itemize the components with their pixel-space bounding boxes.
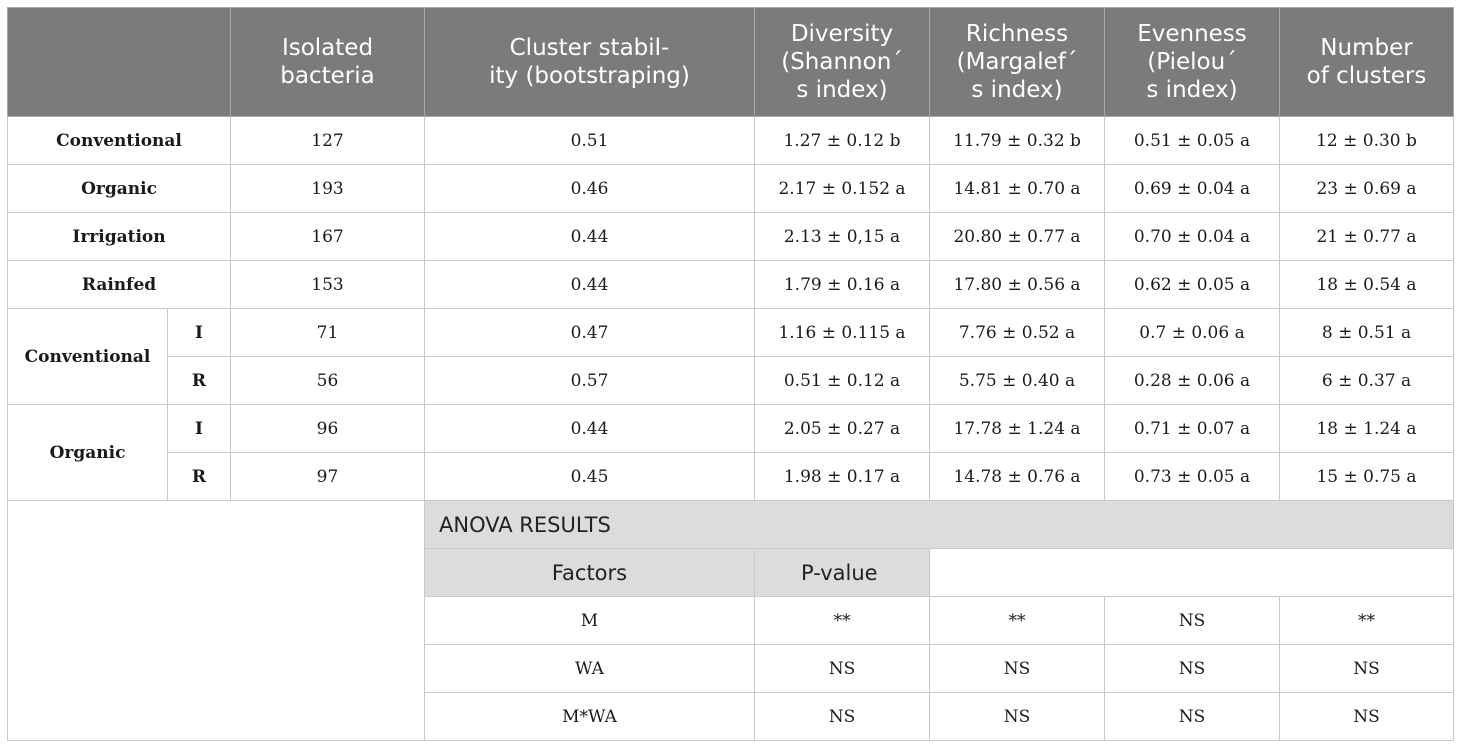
cell-stability: 0.44 — [424, 404, 755, 453]
cell-diversity: 1.79 ± 0.16 a — [754, 260, 930, 309]
anova-factor: M — [424, 596, 755, 645]
cell-diversity: 2.17 ± 0.152 a — [754, 164, 930, 213]
cell-isolated: 167 — [230, 212, 425, 261]
header-isolated-bacteria: Isolated bacteria — [230, 7, 425, 117]
anova-header-blank — [929, 548, 1454, 597]
cell-richness: 20.80 ± 0.77 a — [929, 212, 1105, 261]
table-row: Conventional 127 0.51 1.27 ± 0.12 b 11.7… — [7, 116, 1454, 165]
cell-diversity: 2.13 ± 0,15 a — [754, 212, 930, 261]
sub-label: R — [167, 452, 231, 501]
group-label: Organic — [7, 404, 168, 501]
cell-diversity: 1.16 ± 0.115 a — [754, 308, 930, 357]
anova-title-row: ANOVA RESULTS — [7, 500, 1454, 741]
cell-isolated: 153 — [230, 260, 425, 309]
cell-richness: 17.78 ± 1.24 a — [929, 404, 1105, 453]
table-row: Conventional I 71 0.47 1.16 ± 0.115 a 7.… — [7, 308, 1454, 405]
anova-evenness: NS — [1104, 692, 1280, 741]
anova-factor: WA — [424, 644, 755, 693]
anova-title: ANOVA RESULTS — [424, 500, 1454, 549]
group-label: Conventional — [7, 308, 168, 405]
results-table: Isolated bacteria Cluster stabil- ity (b… — [7, 7, 1454, 741]
anova-pvalue-header: P-value — [754, 548, 930, 597]
anova-row: M*WA NS NS NS NS — [8, 692, 1454, 741]
row-label: Organic — [7, 164, 231, 213]
cell-isolated: 193 — [230, 164, 425, 213]
anova-evenness: NS — [1104, 644, 1280, 693]
anova-richness: NS — [929, 692, 1105, 741]
cell-stability: 0.44 — [424, 212, 755, 261]
cell-evenness: 0.62 ± 0.05 a — [1104, 260, 1280, 309]
cell-evenness: 0.28 ± 0.06 a — [1104, 356, 1280, 405]
cell-richness: 5.75 ± 0.40 a — [929, 356, 1105, 405]
anova-clusters: ** — [1279, 596, 1454, 645]
header-blank — [7, 7, 231, 117]
cell-evenness: 0.51 ± 0.05 a — [1104, 116, 1280, 165]
row-label: Rainfed — [7, 260, 231, 309]
cell-stability: 0.44 — [424, 260, 755, 309]
header-richness: Richness (Margalef´ s index) — [929, 7, 1105, 117]
anova-clusters: NS — [1279, 644, 1454, 693]
sub-label: R — [167, 356, 231, 405]
cell-richness: 7.76 ± 0.52 a — [929, 308, 1105, 357]
cell-clusters: 18 ± 0.54 a — [1279, 260, 1454, 309]
row-label: Irrigation — [7, 212, 231, 261]
header-evenness: Evenness (Pielou´ s index) — [1104, 7, 1280, 117]
table-row: R 97 0.45 1.98 ± 0.17 a 14.78 ± 0.76 a 0… — [8, 452, 1454, 501]
cell-richness: 14.78 ± 0.76 a — [929, 452, 1105, 501]
anova-richness: NS — [929, 644, 1105, 693]
header-number-of-clusters: Number of clusters — [1279, 7, 1454, 117]
table-row: Organic I 96 0.44 2.05 ± 0.27 a 17.78 ± … — [7, 404, 1454, 501]
table-row: Rainfed 153 0.44 1.79 ± 0.16 a 17.80 ± 0… — [7, 260, 1454, 309]
cell-stability: 0.45 — [424, 452, 755, 501]
cell-diversity: 2.05 ± 0.27 a — [754, 404, 930, 453]
cell-evenness: 0.71 ± 0.07 a — [1104, 404, 1280, 453]
anova-blank-area — [7, 500, 425, 741]
cell-richness: 11.79 ± 0.32 b — [929, 116, 1105, 165]
anova-factors-header: Factors — [424, 548, 755, 597]
cell-diversity: 1.27 ± 0.12 b — [754, 116, 930, 165]
anova-factor: M*WA — [424, 692, 755, 741]
anova-diversity: NS — [754, 692, 930, 741]
cell-diversity: 1.98 ± 0.17 a — [754, 452, 930, 501]
anova-diversity: ** — [754, 596, 930, 645]
header-cluster-stability: Cluster stabil- ity (bootstraping) — [424, 7, 755, 117]
cell-clusters: 8 ± 0.51 a — [1279, 308, 1454, 357]
header-diversity: Diversity (Shannon´ s index) — [754, 7, 930, 117]
cell-stability: 0.46 — [424, 164, 755, 213]
cell-evenness: 0.7 ± 0.06 a — [1104, 308, 1280, 357]
anova-clusters: NS — [1279, 692, 1454, 741]
anova-evenness: NS — [1104, 596, 1280, 645]
cell-clusters: 18 ± 1.24 a — [1279, 404, 1454, 453]
cell-evenness: 0.69 ± 0.04 a — [1104, 164, 1280, 213]
anova-row: WA NS NS NS NS — [8, 644, 1454, 693]
cell-stability: 0.51 — [424, 116, 755, 165]
cell-clusters: 21 ± 0.77 a — [1279, 212, 1454, 261]
cell-stability: 0.47 — [424, 308, 755, 357]
table-row: Irrigation 167 0.44 2.13 ± 0,15 a 20.80 … — [7, 212, 1454, 261]
cell-isolated: 97 — [230, 452, 425, 501]
cell-clusters: 23 ± 0.69 a — [1279, 164, 1454, 213]
cell-isolated: 127 — [230, 116, 425, 165]
table-row: R 56 0.57 0.51 ± 0.12 a 5.75 ± 0.40 a 0.… — [8, 356, 1454, 405]
cell-diversity: 0.51 ± 0.12 a — [754, 356, 930, 405]
header-row: Isolated bacteria Cluster stabil- ity (b… — [7, 7, 1454, 117]
cell-isolated: 96 — [230, 404, 425, 453]
sub-label: I — [167, 404, 231, 453]
table-row: Organic 193 0.46 2.17 ± 0.152 a 14.81 ± … — [7, 164, 1454, 213]
cell-stability: 0.57 — [424, 356, 755, 405]
cell-evenness: 0.70 ± 0.04 a — [1104, 212, 1280, 261]
cell-clusters: 6 ± 0.37 a — [1279, 356, 1454, 405]
cell-richness: 17.80 ± 0.56 a — [929, 260, 1105, 309]
anova-diversity: NS — [754, 644, 930, 693]
cell-richness: 14.81 ± 0.70 a — [929, 164, 1105, 213]
sub-label: I — [167, 308, 231, 357]
cell-clusters: 15 ± 0.75 a — [1279, 452, 1454, 501]
anova-richness: ** — [929, 596, 1105, 645]
cell-isolated: 71 — [230, 308, 425, 357]
cell-isolated: 56 — [230, 356, 425, 405]
cell-evenness: 0.73 ± 0.05 a — [1104, 452, 1280, 501]
cell-clusters: 12 ± 0.30 b — [1279, 116, 1454, 165]
row-label: Conventional — [7, 116, 231, 165]
